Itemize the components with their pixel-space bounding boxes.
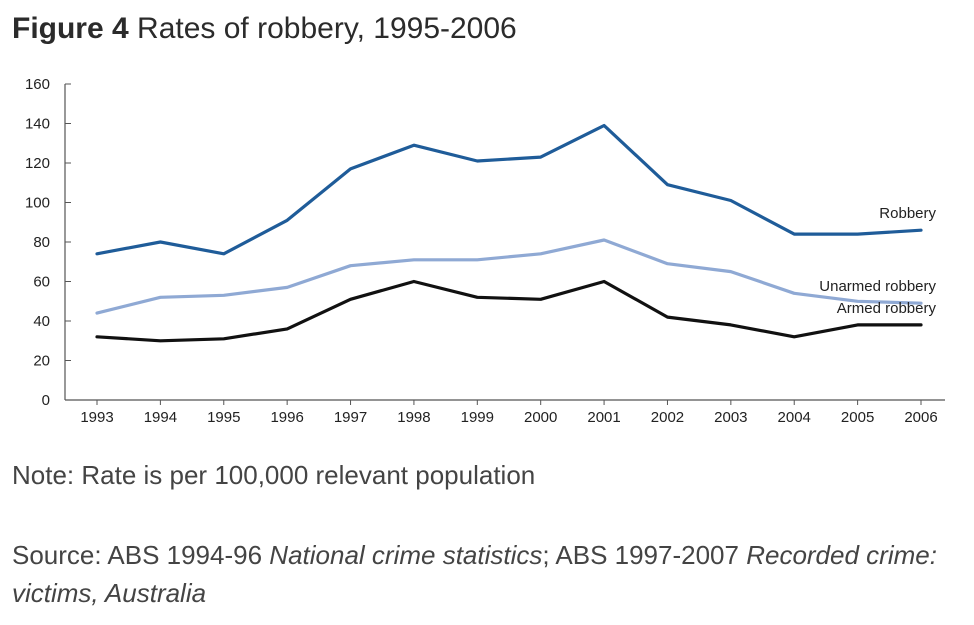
y-tick-label: 160 xyxy=(25,76,50,93)
figure-title: Figure 4 Rates of robbery, 1995-2006 xyxy=(12,12,517,46)
chart-axes: 0 20 40 60 80 100 120 140 160 1993 1994 1995 1996 199… xyxy=(25,76,945,426)
figure-label: Figure 4 xyxy=(12,12,129,45)
chart-series xyxy=(95,123,923,343)
y-tick-label: 0 xyxy=(42,392,50,409)
x-tick-label: 2001 xyxy=(587,409,620,426)
source-part-2: ; ABS 1997-2007 xyxy=(542,540,747,570)
y-tick-label: 140 xyxy=(25,116,50,133)
x-tick-label: 2006 xyxy=(904,409,937,426)
x-tick-label: 1994 xyxy=(144,409,177,426)
series-label-robbery: Robbery xyxy=(879,205,936,222)
x-tick-label: 1993 xyxy=(80,409,113,426)
source-part-3: Recorded crime: victims, Australia xyxy=(12,540,937,608)
chart-note: Note: Rate is per 100,000 relevant popul… xyxy=(12,460,536,490)
y-tick-label: 80 xyxy=(33,234,50,251)
x-tick-label: 1995 xyxy=(207,409,240,426)
x-tick-label: 2002 xyxy=(651,409,684,426)
figure-title-text: Rates of robbery, 1995-2006 xyxy=(137,12,517,45)
x-tick-label: 1999 xyxy=(461,409,494,426)
series-line-robbery xyxy=(95,123,923,256)
series-line-unarmed-robbery xyxy=(95,238,923,315)
chart-source: Source: ABS 1994-96 National crime stati… xyxy=(12,536,962,612)
x-tick-label: 2004 xyxy=(778,409,811,426)
y-tick-label: 40 xyxy=(33,313,50,330)
series-label-armed-robbery: Armed robbery xyxy=(837,300,937,317)
series-line-armed-robbery xyxy=(95,279,923,343)
chart-series-labels: Robbery Unarmed robbery Armed robbery xyxy=(819,205,936,317)
series-label-unarmed-robbery: Unarmed robbery xyxy=(819,278,936,295)
y-tick-label: 120 xyxy=(25,155,50,172)
x-tick-label: 1998 xyxy=(397,409,430,426)
source-part-0: Source: ABS 1994-96 xyxy=(12,540,270,570)
x-tick-label: 1997 xyxy=(334,409,367,426)
x-tick-label: 2000 xyxy=(524,409,557,426)
x-tick-label: 2003 xyxy=(714,409,747,426)
line-chart: 0 20 40 60 80 100 120 140 160 1993 1994 1995 1996 199… xyxy=(25,76,945,426)
y-tick-label: 100 xyxy=(25,195,50,212)
source-part-1: National crime statistics xyxy=(269,540,543,570)
y-tick-label: 60 xyxy=(33,274,50,291)
y-tick-label: 20 xyxy=(33,353,50,370)
x-tick-label: 1996 xyxy=(270,409,303,426)
x-tick-label: 2005 xyxy=(841,409,874,426)
